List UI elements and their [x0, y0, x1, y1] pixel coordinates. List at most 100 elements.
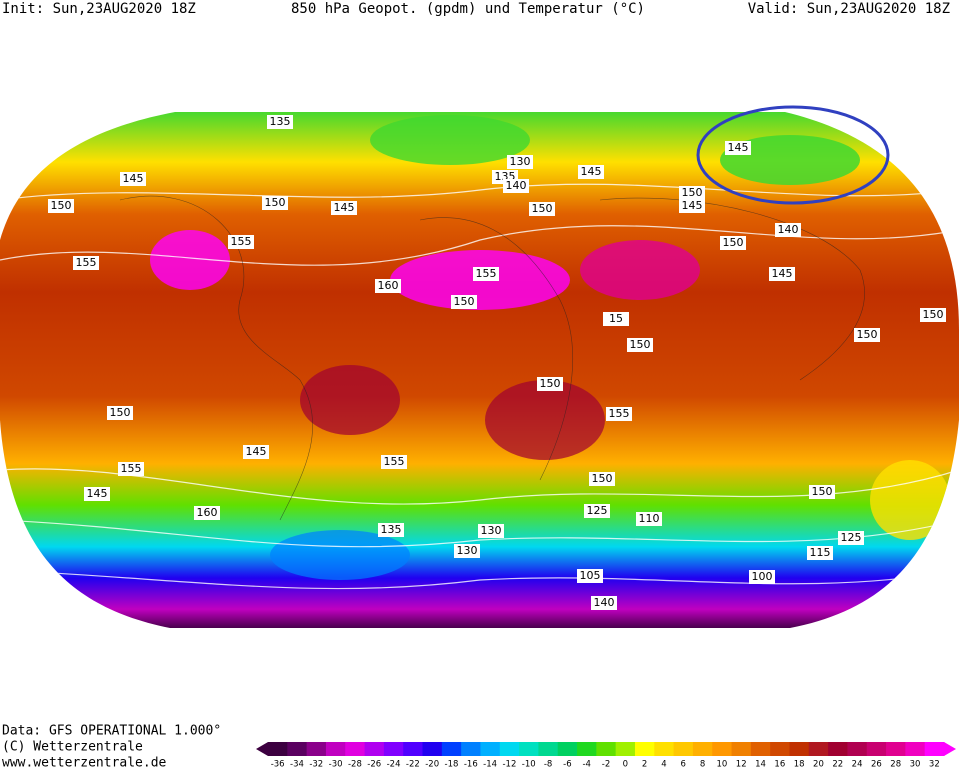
contour-label-box: [120, 172, 146, 186]
colorbar-tick-label: -30: [329, 760, 343, 770]
colorbar-cell: [480, 742, 501, 756]
contour-label: 145: [87, 487, 108, 500]
contour-label: 155: [76, 256, 97, 269]
contour-label: 115: [810, 546, 831, 559]
warm-region: [870, 460, 950, 540]
contour-label: 150: [540, 377, 561, 390]
colorbar-cell: [557, 742, 578, 756]
colorbar-tick-label: 24: [852, 760, 863, 770]
contour-label: 150: [682, 186, 703, 199]
colorbar-tick-label: -6: [563, 760, 571, 770]
contour-label-box: [473, 267, 499, 281]
contour-label: 145: [123, 172, 144, 185]
colorbar-tick-label: 0: [623, 760, 628, 770]
contour-label: 145: [581, 165, 602, 178]
contour-label-box: [48, 199, 74, 213]
temperature-field: [0, 112, 959, 628]
contour-label-box: [262, 196, 288, 210]
colorbar-tick-label: 26: [871, 760, 882, 770]
colorbar-tick-label: -34: [290, 760, 304, 770]
colorbar-tick-label: 4: [661, 760, 666, 770]
colorbar-tick-label: 20: [813, 760, 824, 770]
contour-label: 145: [334, 201, 355, 214]
init-time: Init: Sun,23AUG2020 18Z: [2, 1, 196, 17]
colorbar-tick-label: -2: [602, 760, 610, 770]
contour-label-box: [584, 504, 610, 518]
contour-label-box: [749, 570, 775, 584]
heat-region: [580, 240, 700, 300]
colorbar-cell: [692, 742, 713, 756]
contour-label-box: [228, 235, 254, 249]
contour-label: 150: [723, 236, 744, 249]
colorbar-cell: [577, 742, 597, 756]
colorbar-cell: [886, 742, 906, 756]
colorbar-tick-label: -14: [483, 760, 497, 770]
contour-label: 160: [197, 506, 218, 519]
contour-label-box: [589, 472, 615, 486]
colorbar-tick-label: 8: [700, 760, 705, 770]
contour-label: 150: [592, 472, 613, 485]
cool-region: [370, 115, 530, 165]
colorbar-cell: [789, 742, 810, 756]
colorbar-tick-label: -28: [348, 760, 362, 770]
contour-label: 155: [384, 455, 405, 468]
contour-label: 150: [51, 199, 72, 212]
colorbar-cell: [731, 742, 752, 756]
contour-label-box: [84, 487, 110, 501]
colorbar-cell: [924, 742, 945, 756]
cool-region: [720, 135, 860, 185]
contour-label-box: [809, 485, 835, 499]
contour-label: 140: [594, 596, 615, 609]
contour-label: 135: [381, 523, 402, 536]
contour-label-box: [507, 155, 533, 169]
map: [0, 112, 959, 628]
colorbar-tick-label: 14: [755, 760, 766, 770]
contour-label-box: [769, 267, 795, 281]
colorbar-cell: [750, 742, 771, 756]
contour-label: 110: [639, 512, 660, 525]
contour-label-box: [529, 202, 555, 216]
contour-label: 145: [246, 445, 267, 458]
colorbar-tick-label: -10: [522, 760, 536, 770]
contour-label-box: [537, 377, 563, 391]
contour-label-box: [578, 165, 604, 179]
colorbar-cell: [403, 742, 424, 756]
contour-label-box: [606, 407, 632, 421]
contour-label: 150: [454, 295, 475, 308]
colorbar-arrow-left: [256, 742, 268, 756]
contour-label-box: [679, 199, 705, 213]
highlight-circle: [696, 105, 890, 205]
contour-label-box: [194, 506, 220, 520]
contour-label-box: [591, 596, 617, 610]
contour-label-box: [577, 569, 603, 583]
colorbar-tick-label: -22: [406, 760, 420, 770]
copyright: (C) Wetterzentrale: [2, 740, 143, 755]
colorbar-tick-label: 22: [832, 760, 843, 770]
contour-label-box: [243, 445, 269, 459]
colorbar-tick-label: -4: [582, 760, 590, 770]
contour-label-box: [331, 201, 357, 215]
contour-label: 155: [121, 462, 142, 475]
colorbar-cell: [325, 742, 346, 756]
colorbar-tick-label: 2: [642, 760, 647, 770]
contour-label: 135: [270, 115, 291, 128]
colorbar-cell: [268, 742, 288, 756]
contour-label: 155: [231, 235, 252, 248]
contour-label-box: [603, 312, 629, 326]
contour-label: 155: [476, 267, 497, 280]
colorbar-cell: [383, 742, 404, 756]
colorbar-tick-label: -8: [544, 760, 552, 770]
cold-region: [270, 530, 410, 580]
contour-label: 140: [506, 179, 527, 192]
colorbar-cell: [634, 742, 655, 756]
contour-label-box: [725, 141, 751, 155]
contour-label: 130: [510, 155, 531, 168]
colorbar-cell: [673, 742, 694, 756]
contour-label-box: [854, 328, 880, 342]
contour-label-box: [73, 256, 99, 270]
contour-label: 125: [841, 531, 862, 544]
contour-label: 150: [630, 338, 651, 351]
contour-label: 150: [532, 202, 553, 215]
colorbar-tick-label: -32: [309, 760, 323, 770]
colorbar-tick-label: 32: [929, 760, 940, 770]
